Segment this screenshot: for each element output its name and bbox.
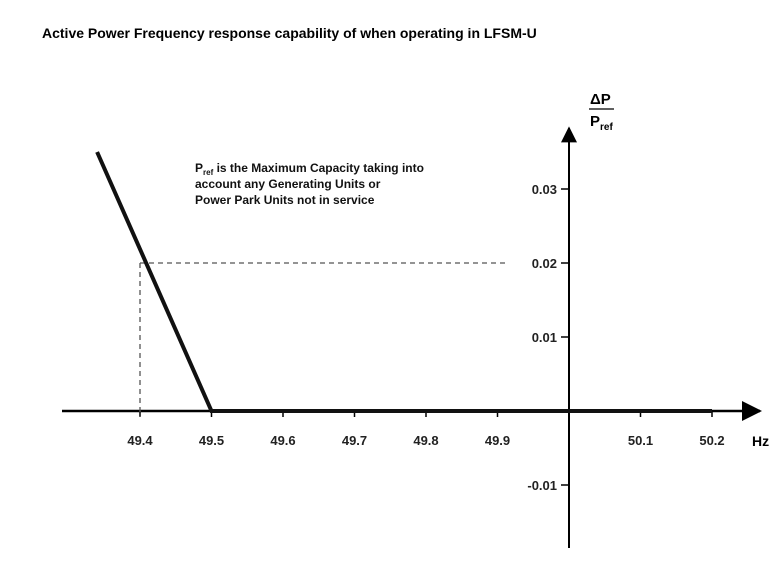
y-tick-label: 0.02 [532, 256, 557, 271]
x-tick-label: 49.6 [270, 433, 295, 448]
x-tick-label: 50.1 [628, 433, 653, 448]
y-tick-label: -0.01 [527, 478, 557, 493]
chart-title: Active Power Frequency response capabili… [42, 25, 537, 41]
series-line-lfsm-u [95, 151, 712, 413]
annotation-line-1: Pref is the Maximum Capacity taking into [195, 161, 424, 177]
x-tick-label: 49.4 [127, 433, 153, 448]
y-axis-label-numerator: ΔP [590, 91, 611, 108]
y-tick-label: 0.03 [532, 182, 557, 197]
x-tick-label: 49.9 [485, 433, 510, 448]
x-tick-group: 49.4 49.5 49.6 49.7 49.8 49.9 50.1 50.2 [127, 411, 725, 448]
x-tick-label: 50.2 [699, 433, 724, 448]
y-tick-label: 0.01 [532, 330, 557, 345]
y-axis-label: ΔP Pref [589, 91, 614, 133]
y-tick-group: 0.03 0.02 0.01 -0.01 [527, 182, 569, 493]
annotation-note: Pref is the Maximum Capacity taking into… [195, 161, 424, 207]
annotation-line-3: Power Park Units not in service [195, 193, 375, 207]
x-tick-label: 49.5 [199, 433, 224, 448]
annotation-line-2: account any Generating Units or [195, 177, 381, 191]
x-axis-unit: Hz [752, 433, 769, 449]
y-axis-label-denominator: Pref [590, 113, 613, 133]
x-tick-label: 49.8 [413, 433, 438, 448]
x-tick-label: 49.7 [342, 433, 367, 448]
